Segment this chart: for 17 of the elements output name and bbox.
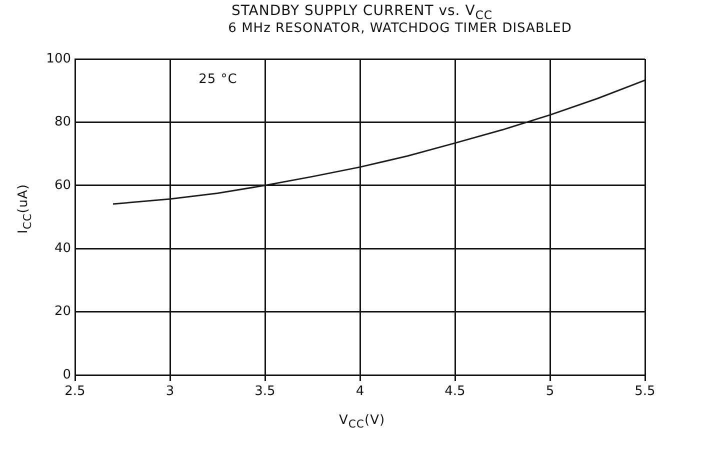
x-tick-label: 5.5 xyxy=(634,384,656,400)
annotation: 25 °C xyxy=(198,72,238,87)
y-tick-label: 20 xyxy=(54,304,71,320)
y-tick-label: 0 xyxy=(62,367,71,382)
y-tick-label: 40 xyxy=(54,240,71,256)
x-tick-label: 4 xyxy=(356,384,364,400)
x-axis-title: V$_{CC}$(V) xyxy=(338,413,386,431)
y-tick-label: 80 xyxy=(54,114,71,130)
y-tick-label: 60 xyxy=(54,178,71,193)
x-tick-label: 5 xyxy=(546,384,554,400)
chart-subtitle: 6 MHz RESONATOR, WATCHDOG TIMER DISABLED xyxy=(228,21,572,36)
x-tick-label: 4.5 xyxy=(444,384,466,400)
x-tick-label: 3 xyxy=(166,384,174,400)
x-tick-label: 2.5 xyxy=(64,384,86,400)
chart-title: STANDBY SUPPLY CURRENT vs. V$_{CC}$ xyxy=(231,3,493,22)
x-tick-label: 3.5 xyxy=(254,384,276,400)
y-tick-label: 100 xyxy=(46,51,71,66)
